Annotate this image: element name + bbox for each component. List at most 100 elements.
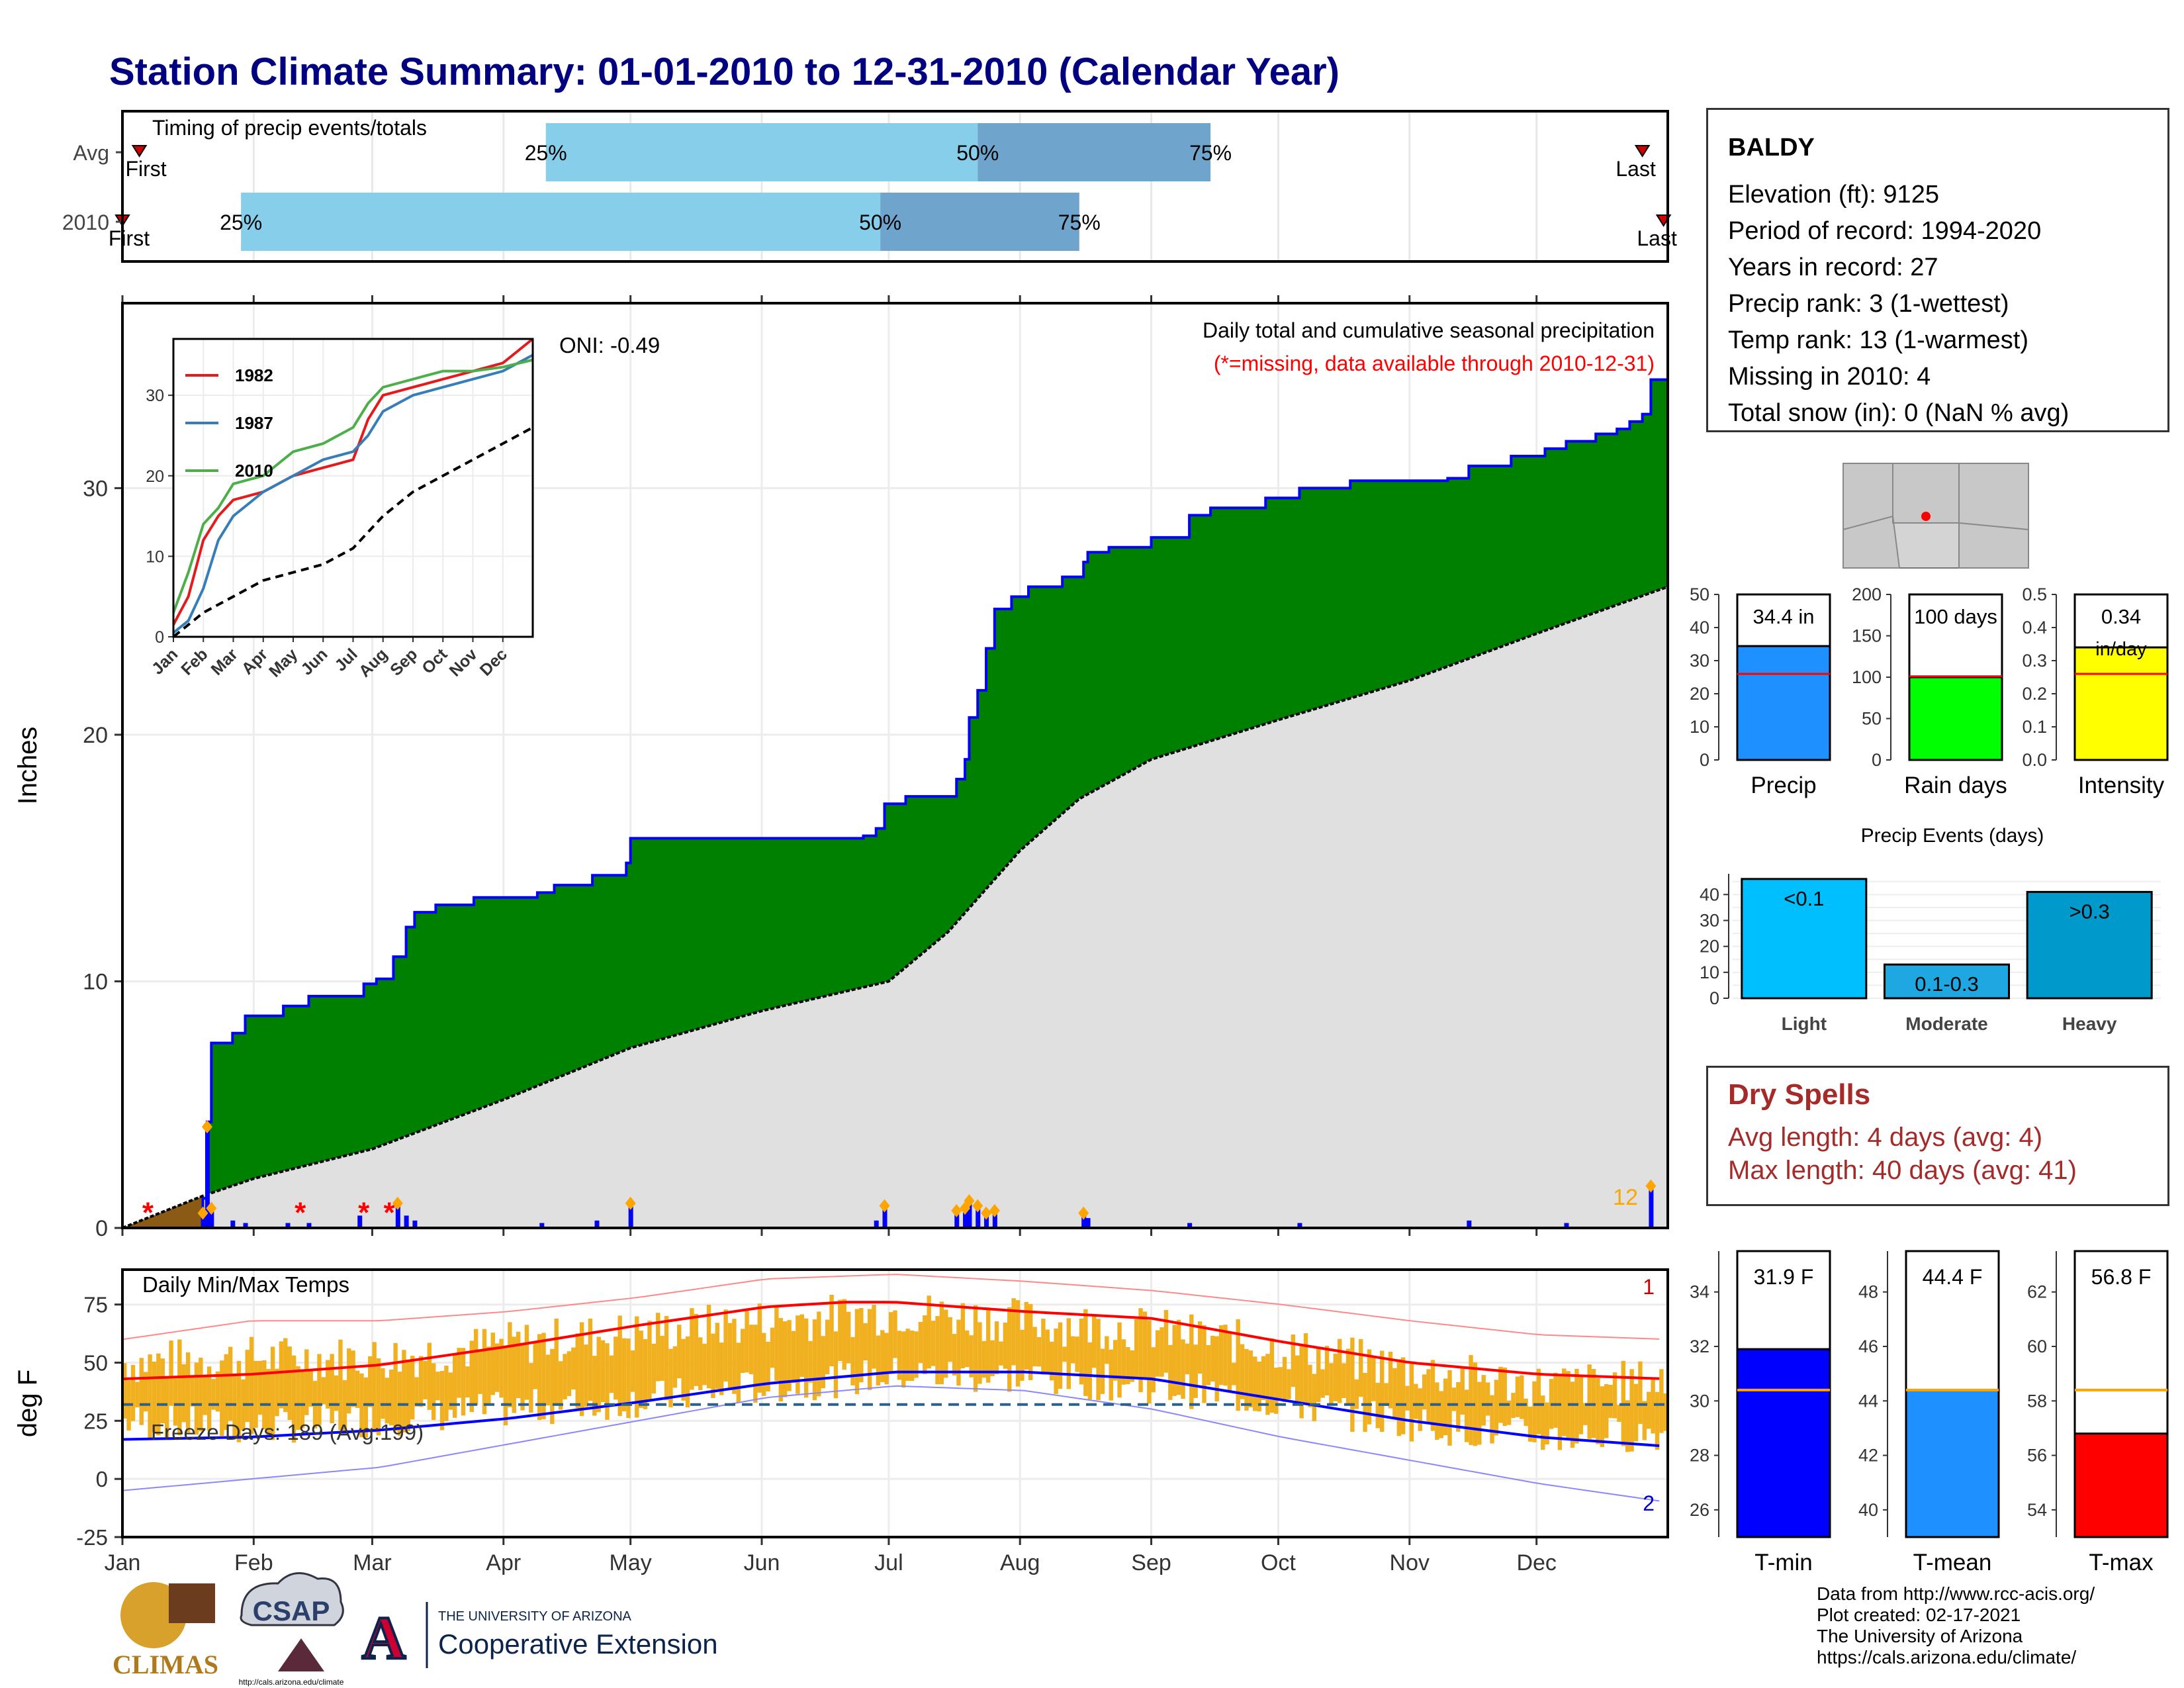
temp-daily-bar (1134, 1319, 1139, 1378)
temp-daily-bar (410, 1356, 415, 1420)
temp-bar-value: 56.8 F (2091, 1265, 2152, 1289)
temp-daily-bar (1269, 1338, 1275, 1413)
temp-daily-bar (194, 1362, 199, 1435)
temp-panel-frame (121, 1268, 1669, 1538)
temp-daily-bar (1227, 1332, 1232, 1392)
temp-daily-bar (1333, 1353, 1338, 1401)
temp-daily-bar (626, 1338, 631, 1419)
temp-daily-bar (803, 1318, 809, 1398)
temp-daily-range-bars (122, 1295, 1668, 1452)
temp-daily-bar (368, 1356, 373, 1407)
temp-daily-bar (1062, 1346, 1067, 1362)
temp-daily-bar (499, 1338, 504, 1398)
precip-cumulative-line (122, 378, 1668, 1229)
summary-ytick-label: 30 (1690, 651, 1709, 671)
temp-daily-bar (825, 1319, 830, 1375)
summary-ytick-label: 40 (1690, 618, 1709, 637)
summary-ytick-label: 0.3 (2022, 651, 2047, 671)
temp-daily-bar (944, 1309, 948, 1378)
timing-panel-label: Timing of precip events/totals (152, 116, 427, 140)
temp-daily-bar (190, 1375, 195, 1407)
precip-daily-bar (954, 1210, 960, 1228)
temp-daily-bar (1121, 1339, 1126, 1385)
temp-daily-bar (1617, 1405, 1621, 1422)
temp-daily-bar (1324, 1346, 1330, 1395)
temp-daily-bar (1015, 1300, 1021, 1387)
precip-missing-marker: * (295, 1196, 306, 1229)
temp-daily-bar (1359, 1338, 1363, 1397)
csap-logo-text: CSAP (253, 1595, 330, 1626)
temp-daily-bar (529, 1363, 533, 1413)
temp-avg-min-line (122, 1370, 1660, 1448)
temp-daily-bar (545, 1354, 551, 1406)
locator-map-states (1843, 463, 2029, 569)
temp-daily-bar (1600, 1386, 1605, 1448)
temp-daily-bar (999, 1341, 1003, 1366)
month-axis-label: Feb (234, 1550, 273, 1575)
events-bar-label: <0.1 (1784, 887, 1824, 910)
csap-logo-url: http://cals.arizona.edu/climate (239, 1677, 344, 1687)
precip-daily-bar (967, 1201, 972, 1228)
temp-daily-bar (969, 1335, 974, 1378)
month-axis-label: Nov (1390, 1550, 1430, 1575)
temp-daily-bar (719, 1342, 724, 1395)
temp-daily-bar (220, 1360, 224, 1436)
precip-ylabel: Inches (13, 727, 42, 805)
temp-daily-bar (1536, 1368, 1541, 1434)
precip-oni-label: ONI: -0.49 (559, 333, 660, 357)
month-axis-label: Aug (1000, 1550, 1040, 1575)
temp-daily-bar (139, 1358, 144, 1425)
temp-daily-bar (1299, 1345, 1304, 1419)
temp-daily-bar (359, 1373, 364, 1438)
temp-daily-bar (160, 1358, 165, 1424)
temp-daily-bar (842, 1299, 846, 1370)
temp-daily-bar (211, 1379, 216, 1410)
precip-missing-marker: * (142, 1196, 154, 1229)
temp-daily-bar (444, 1366, 449, 1421)
temp-daily-bar (257, 1360, 263, 1415)
events-bar-moderate (1884, 963, 2010, 1000)
precip-missing-marker: * (383, 1196, 395, 1229)
temp-daily-bar (770, 1327, 775, 1368)
temp-daily-bar (253, 1360, 258, 1428)
precip-event-marker (206, 1201, 217, 1215)
temp-daily-bar (635, 1316, 639, 1418)
precip-daily-bar (992, 1210, 997, 1228)
temp-daily-bar (1638, 1361, 1643, 1425)
events-bar-label: 0.1-0.3 (1915, 972, 1979, 996)
precip-event-marker (951, 1203, 962, 1217)
events-category-label: Moderate (1905, 1013, 1987, 1034)
temp-daily-bar (1295, 1355, 1300, 1405)
temp-bar-ytick-label: 34 (1690, 1282, 1709, 1302)
station-location-dot (1921, 512, 1931, 521)
temp-daily-bar (228, 1346, 233, 1421)
temp-ytick-label: 50 (83, 1351, 108, 1376)
temp-bar-t-max (2073, 1432, 2169, 1538)
temp-bar-t-mean (1905, 1389, 2000, 1538)
temp-daily-bar (393, 1342, 398, 1431)
temp-bar-ytick-label: 42 (1858, 1446, 1878, 1466)
temp-daily-bar (791, 1331, 796, 1383)
precip-legend-title: Daily total and cumulative seasonal prec… (1203, 318, 1655, 342)
temp-ytick-label: -25 (76, 1525, 108, 1550)
temp-daily-bar (1409, 1362, 1414, 1442)
temp-daily-bar (685, 1336, 690, 1408)
precip-missing-marker: * (358, 1196, 370, 1229)
temp-daily-bar (1126, 1347, 1130, 1385)
temp-daily-bar (905, 1329, 910, 1381)
precip-daily-bar (882, 1205, 887, 1228)
temp-daily-bar (605, 1343, 610, 1420)
temp-daily-bar (432, 1363, 436, 1421)
temp-daily-bar (1253, 1356, 1257, 1411)
temp-daily-bar (130, 1365, 136, 1421)
temp-daily-bar (435, 1372, 440, 1401)
temp-daily-bar (651, 1343, 657, 1394)
summary-ytick-label: 100 (1852, 667, 1882, 687)
temp-record-min-line (122, 1385, 1660, 1502)
temp-daily-bar (469, 1340, 474, 1413)
precip-event-marker (197, 1206, 208, 1220)
precip-ytick-label: 30 (83, 476, 108, 501)
temp-daily-bar (1007, 1307, 1012, 1392)
temp-daily-bar (1202, 1325, 1206, 1403)
temp-daily-bar (1308, 1364, 1312, 1407)
